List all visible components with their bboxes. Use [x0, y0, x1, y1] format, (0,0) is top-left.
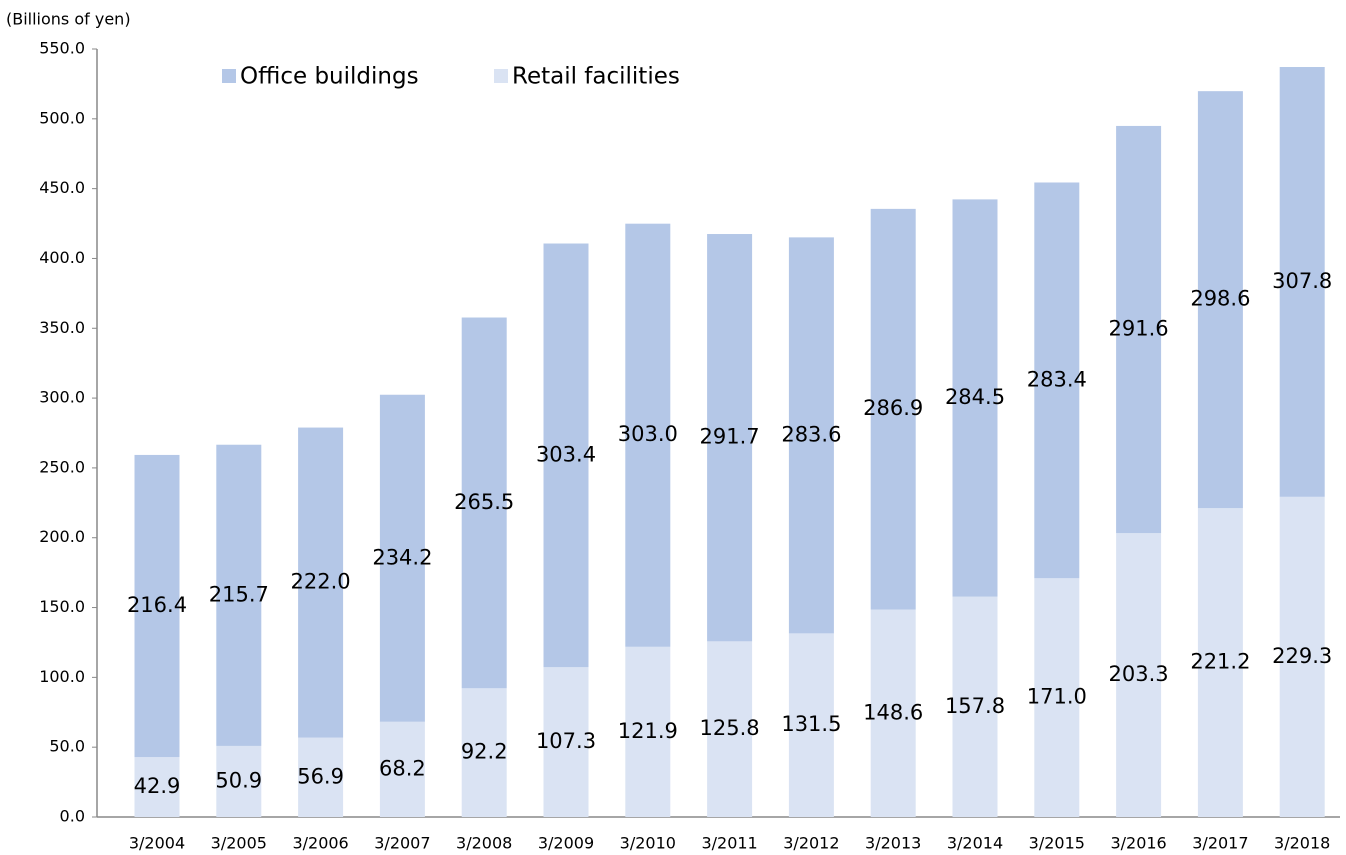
- bar-segment: [1279, 496, 1325, 817]
- data-label: 307.8: [1272, 269, 1332, 293]
- data-label: 265.5: [454, 490, 514, 514]
- x-tick-label: 3/2013: [865, 834, 921, 853]
- x-tick-label: 3/2004: [129, 834, 185, 853]
- bar-segment: [870, 208, 916, 610]
- bar-segment: [461, 688, 507, 817]
- bar-segment: [1034, 182, 1080, 579]
- y-tick-label: 50.0: [49, 737, 85, 756]
- data-label: 303.4: [536, 442, 596, 466]
- data-label: 215.7: [209, 582, 269, 606]
- data-label: 283.6: [781, 422, 841, 446]
- data-label: 291.6: [1109, 317, 1169, 341]
- data-label: 148.6: [863, 700, 923, 724]
- data-label: 229.3: [1272, 644, 1332, 668]
- bar-segment: [461, 317, 507, 689]
- bar-segment: [543, 667, 589, 817]
- bar-segment: [379, 721, 425, 817]
- y-tick-label: 250.0: [39, 457, 85, 476]
- x-tick-label: 3/2018: [1274, 834, 1330, 853]
- data-label: 121.9: [618, 719, 678, 743]
- x-tick-label: 3/2014: [947, 834, 1003, 853]
- x-tick-label: 3/2008: [456, 834, 512, 853]
- x-tick-label: 3/2011: [701, 834, 757, 853]
- data-label: 286.9: [863, 396, 923, 420]
- data-label: 221.2: [1190, 650, 1250, 674]
- bar-segment: [1116, 533, 1162, 817]
- data-label: 42.9: [134, 774, 181, 798]
- legend-swatch: [494, 69, 508, 83]
- bar-segment: [543, 243, 589, 668]
- bar-segment: [298, 737, 344, 817]
- y-tick-label: 450.0: [39, 178, 85, 197]
- legend-swatch: [222, 69, 236, 83]
- x-tick-label: 3/2017: [1192, 834, 1248, 853]
- x-tick-label: 3/2005: [211, 834, 267, 853]
- bar-segment: [625, 646, 671, 817]
- y-tick-label: 100.0: [39, 667, 85, 686]
- bar-segment: [952, 596, 998, 817]
- bar-segment: [1034, 578, 1080, 817]
- x-tick-label: 3/2015: [1029, 834, 1085, 853]
- x-tick-label: 3/2007: [374, 834, 430, 853]
- y-tick-label: 0.0: [60, 807, 85, 826]
- bar-segment: [625, 223, 671, 647]
- y-tick-label: 200.0: [39, 527, 85, 546]
- bar-segment: [788, 237, 834, 634]
- data-label: 56.9: [297, 764, 344, 788]
- legend-label: Retail facilities: [512, 64, 680, 90]
- legend-label: Office buildings: [240, 64, 419, 90]
- data-label: 157.8: [945, 694, 1005, 718]
- bar-segment: [379, 394, 425, 722]
- x-tick-label: 3/2016: [1110, 834, 1166, 853]
- data-label: 284.5: [945, 385, 1005, 409]
- data-label: 171.0: [1027, 685, 1087, 709]
- bar-segment: [788, 633, 834, 817]
- bar-segment: [1116, 125, 1162, 534]
- x-tick-label: 3/2010: [620, 834, 676, 853]
- x-tick-label: 3/2009: [538, 834, 594, 853]
- y-tick-label: 500.0: [39, 108, 85, 127]
- y-tick-label: 550.0: [39, 39, 85, 58]
- bar-segment: [707, 641, 753, 817]
- data-label: 131.5: [781, 712, 841, 736]
- bar-segment: [216, 444, 262, 746]
- bar-segment: [1197, 508, 1243, 817]
- data-label: 50.9: [215, 768, 262, 792]
- x-tick-label: 3/2006: [292, 834, 348, 853]
- data-label: 203.3: [1109, 662, 1169, 686]
- bar-segment: [870, 609, 916, 817]
- y-axis-label: (Billions of yen): [6, 10, 131, 29]
- y-tick-label: 150.0: [39, 597, 85, 616]
- data-label: 283.4: [1027, 367, 1087, 391]
- data-label: 291.7: [700, 425, 760, 449]
- data-label: 125.8: [700, 716, 760, 740]
- y-tick-label: 300.0: [39, 388, 85, 407]
- bar-segment: [1197, 91, 1243, 509]
- bar-segment: [1279, 67, 1325, 497]
- x-tick-label: 3/2012: [783, 834, 839, 853]
- bar-segment: [134, 757, 180, 817]
- data-label: 222.0: [291, 570, 351, 594]
- bar-segment: [298, 427, 344, 738]
- y-tick-label: 400.0: [39, 248, 85, 267]
- bar-segment: [134, 454, 180, 758]
- data-label: 303.0: [618, 422, 678, 446]
- bar-segment: [952, 199, 998, 597]
- data-label: 107.3: [536, 729, 596, 753]
- data-label: 92.2: [461, 740, 508, 764]
- y-tick-label: 350.0: [39, 318, 85, 337]
- bar-segment: [216, 745, 262, 817]
- data-label: 234.2: [372, 545, 432, 569]
- data-label: 298.6: [1190, 287, 1250, 311]
- data-label: 68.2: [379, 756, 426, 780]
- data-label: 216.4: [127, 593, 187, 617]
- bar-segment: [707, 234, 753, 642]
